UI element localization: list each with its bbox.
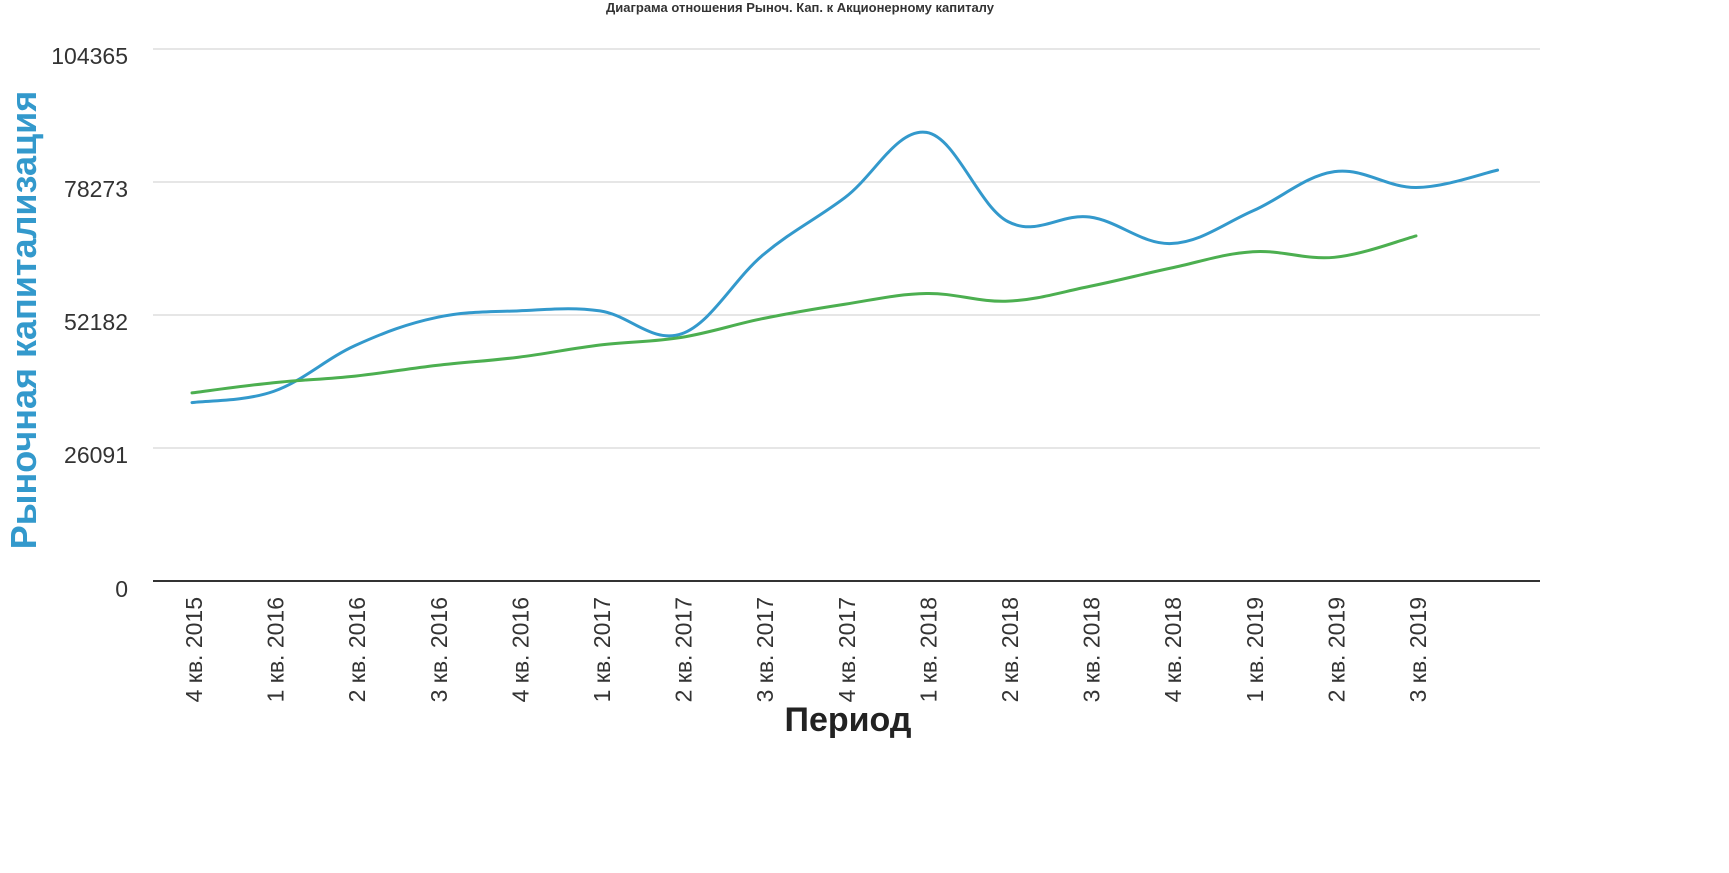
x-tick-label: 1 кв. 2018 bbox=[915, 597, 941, 702]
chart-title: Диаграма отношения Рыноч. Кап. к Акционе… bbox=[606, 0, 995, 15]
x-tick-label: 2 кв. 2019 bbox=[1323, 597, 1349, 702]
x-tick-label: 2 кв. 2017 bbox=[671, 597, 697, 702]
y-tick-label: 0 bbox=[115, 576, 128, 602]
x-tick-label: 4 кв. 2016 bbox=[507, 597, 533, 702]
y-tick-label: 104365 bbox=[51, 43, 128, 69]
x-tick-label: 1 кв. 2017 bbox=[589, 597, 615, 702]
x-tick-label: 3 кв. 2016 bbox=[426, 597, 452, 702]
y-axis-label: Рыночная капитализация bbox=[3, 91, 44, 550]
x-tick-label: 3 кв. 2018 bbox=[1079, 597, 1105, 702]
y-tick-label: 26091 bbox=[64, 442, 128, 468]
y-tick-label: 78273 bbox=[64, 176, 128, 202]
x-tick-label: 1 кв. 2019 bbox=[1242, 597, 1268, 702]
y-tick-label: 52182 bbox=[64, 309, 128, 335]
x-tick-label: 2 кв. 2018 bbox=[997, 597, 1023, 702]
x-tick-label: 4 кв. 2015 bbox=[181, 597, 207, 702]
series-line-2 bbox=[190, 234, 1418, 395]
x-tick-label: 3 кв. 2019 bbox=[1405, 597, 1431, 702]
x-tick-label: 2 кв. 2016 bbox=[344, 597, 370, 702]
series-line-1 bbox=[190, 130, 1500, 405]
gridlines bbox=[153, 48, 1540, 582]
x-tick-label: 3 кв. 2017 bbox=[752, 597, 778, 702]
x-axis-ticks: 4 кв. 2015 1 кв. 2016 2 кв. 2016 3 кв. 2016… bbox=[181, 597, 1431, 702]
y-axis-ticks: 104365 78273 52182 26091 0 bbox=[51, 43, 128, 602]
x-tick-label: 4 кв. 2017 bbox=[834, 597, 860, 702]
series-lines bbox=[190, 130, 1500, 405]
x-axis-label: Период bbox=[785, 701, 912, 739]
x-tick-label: 4 кв. 2018 bbox=[1160, 597, 1186, 702]
x-tick-label: 1 кв. 2016 bbox=[263, 597, 289, 702]
